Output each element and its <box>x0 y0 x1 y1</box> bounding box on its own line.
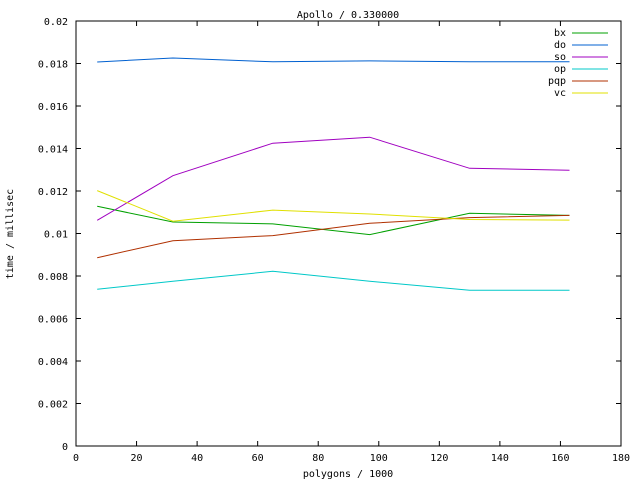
legend-label-pqp: pqp <box>548 76 566 87</box>
chart-title: Apollo / 0.330000 <box>297 10 399 21</box>
x-tick-label: 40 <box>191 453 203 464</box>
series-line-pqp <box>97 214 570 259</box>
legend-label-op: op <box>554 64 566 75</box>
series-line-so <box>96 136 570 221</box>
x-tick-label: 120 <box>430 453 448 464</box>
series-lines <box>96 57 570 291</box>
plot-frame <box>75 20 622 447</box>
y-tick-label: 0 <box>62 442 68 453</box>
x-tick-label: 100 <box>370 453 388 464</box>
y-tick-label: 0.014 <box>38 145 68 156</box>
y-tick-label: 0.008 <box>38 272 68 283</box>
series-line-do <box>97 57 570 63</box>
x-tick-label: 160 <box>551 453 569 464</box>
y-tick-label: 0.002 <box>38 400 68 411</box>
legend-label-do: do <box>554 40 566 51</box>
legend-label-bx: bx <box>554 28 566 39</box>
series-line-op <box>97 270 570 291</box>
y-tick-label: 0.02 <box>44 17 68 28</box>
y-tick-label: 0.018 <box>38 60 68 71</box>
y-tick-label: 0.01 <box>44 230 68 241</box>
x-tick-label: 20 <box>131 453 143 464</box>
x-tick-label: 80 <box>312 453 324 464</box>
y-tick-label: 0.004 <box>38 357 68 368</box>
y-tick-label: 0.012 <box>38 187 68 198</box>
y-axis-label: time / millisec <box>5 189 16 279</box>
x-tick-label: 60 <box>252 453 264 464</box>
y-tick-label: 0.016 <box>38 102 68 113</box>
x-tick-label: 0 <box>73 453 79 464</box>
x-axis-ticks: 0 20 40 60 80 100 120 140 160 180 <box>73 21 630 464</box>
x-axis-label: polygons / 1000 <box>303 469 393 480</box>
y-tick-label: 0.006 <box>38 315 68 326</box>
x-tick-label: 140 <box>491 453 509 464</box>
y-axis-ticks: 0 0.002 0.004 0.006 0.008 0.01 0.012 0.014 0.016… <box>38 17 621 453</box>
x-tick-label: 180 <box>612 453 630 464</box>
legend-label-so: so <box>554 52 566 63</box>
series-line-vc <box>97 190 570 222</box>
series-line-bx <box>97 205 570 236</box>
legend-label-vc: vc <box>554 88 566 99</box>
